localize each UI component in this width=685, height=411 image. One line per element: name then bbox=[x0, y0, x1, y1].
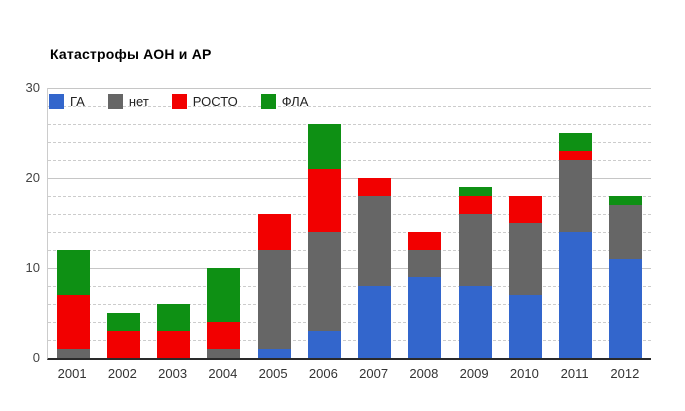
y-tick-label: 0 bbox=[32, 350, 40, 365]
gridline-minor bbox=[48, 286, 651, 287]
bar-segment-РОСТО[interactable] bbox=[157, 331, 191, 358]
bar-segment-ГА[interactable] bbox=[408, 277, 442, 358]
bar-segment-РОСТО[interactable] bbox=[559, 151, 593, 160]
x-tick-label: 2002 bbox=[107, 366, 137, 381]
gridline-minor bbox=[48, 232, 651, 233]
bar-segment-нет[interactable] bbox=[508, 223, 542, 295]
bar-2009 bbox=[458, 187, 492, 358]
legend-item: ФЛА bbox=[260, 94, 309, 109]
bar-segment-РОСТО[interactable] bbox=[257, 214, 291, 250]
bar-segment-ФЛА[interactable] bbox=[458, 187, 492, 196]
x-tick-label: 2003 bbox=[158, 366, 188, 381]
legend-swatch-icon bbox=[107, 94, 123, 109]
bar-2008 bbox=[408, 232, 442, 358]
bar-segment-РОСТО[interactable] bbox=[508, 196, 542, 223]
bar-segment-нет[interactable] bbox=[56, 349, 90, 358]
x-tick-label: 2005 bbox=[258, 366, 288, 381]
gridline-major bbox=[48, 268, 651, 269]
bar-segment-ГА[interactable] bbox=[609, 259, 643, 358]
gridline-minor bbox=[48, 304, 651, 305]
bar-2005 bbox=[257, 214, 291, 358]
legend-label: ФЛА bbox=[281, 94, 309, 109]
bar-segment-нет[interactable] bbox=[207, 349, 241, 358]
bar-segment-РОСТО[interactable] bbox=[358, 178, 392, 196]
bar-segment-ГА[interactable] bbox=[257, 349, 291, 358]
bar-segment-ГА[interactable] bbox=[358, 286, 392, 358]
legend-swatch-icon bbox=[260, 94, 276, 109]
bar-segment-ФЛА[interactable] bbox=[106, 313, 140, 331]
bar-segment-РОСТО[interactable] bbox=[307, 169, 341, 232]
bar-segment-ГА[interactable] bbox=[508, 295, 542, 358]
bar-2006 bbox=[307, 124, 341, 358]
gridline-major bbox=[48, 88, 651, 89]
legend-item: РОСТО bbox=[171, 94, 238, 109]
y-tick-label: 30 bbox=[25, 80, 40, 95]
x-tick-label: 2007 bbox=[359, 366, 389, 381]
bar-segment-ФЛА[interactable] bbox=[307, 124, 341, 169]
bar-segment-нет[interactable] bbox=[307, 232, 341, 331]
x-tick-label: 2011 bbox=[560, 366, 589, 381]
x-tick-label: 2006 bbox=[308, 366, 338, 381]
bar-2011 bbox=[559, 133, 593, 358]
bar-2003 bbox=[157, 304, 191, 358]
bar-segment-нет[interactable] bbox=[408, 250, 442, 277]
bar-segment-ФЛА[interactable] bbox=[56, 250, 90, 295]
bar-segment-нет[interactable] bbox=[358, 196, 392, 286]
x-tick-label: 2008 bbox=[409, 366, 439, 381]
legend-swatch-icon bbox=[49, 94, 64, 109]
bar-segment-нет[interactable] bbox=[257, 250, 291, 349]
bar-segment-ГА[interactable] bbox=[559, 232, 593, 358]
x-tick-label: 2004 bbox=[208, 366, 238, 381]
bar-2001 bbox=[56, 250, 90, 358]
gridline-minor bbox=[48, 124, 651, 125]
legend-item: нет bbox=[107, 94, 149, 109]
bar-segment-ФЛА[interactable] bbox=[559, 133, 593, 151]
bar-segment-нет[interactable] bbox=[458, 214, 492, 286]
bar-segment-ФЛА[interactable] bbox=[207, 268, 241, 322]
gridline-minor bbox=[48, 214, 651, 215]
bar-segment-РОСТО[interactable] bbox=[408, 232, 442, 250]
gridline-minor bbox=[48, 142, 651, 143]
bar-segment-ФЛА[interactable] bbox=[609, 196, 643, 205]
gridline-minor bbox=[48, 322, 651, 323]
bar-segment-РОСТО[interactable] bbox=[207, 322, 241, 349]
bar-segment-РОСТО[interactable] bbox=[106, 331, 140, 358]
gridline-minor bbox=[48, 160, 651, 161]
y-tick-label: 20 bbox=[25, 170, 40, 185]
bar-segment-РОСТО[interactable] bbox=[56, 295, 90, 349]
bar-2004 bbox=[207, 268, 241, 358]
x-tick-label: 2010 bbox=[509, 366, 539, 381]
bar-segment-РОСТО[interactable] bbox=[458, 196, 492, 214]
legend: ГА нет РОСТО ФЛА bbox=[49, 94, 331, 109]
bar-segment-ГА[interactable] bbox=[307, 331, 341, 358]
gridline-minor bbox=[48, 196, 651, 197]
bar-segment-нет[interactable] bbox=[609, 205, 643, 259]
y-tick-label: 10 bbox=[25, 260, 40, 275]
legend-swatch-icon bbox=[171, 94, 187, 109]
gridline-minor bbox=[48, 340, 651, 341]
gridline-minor bbox=[48, 250, 651, 251]
legend-label: нет bbox=[128, 94, 149, 109]
chart-title: Катастрофы АОН и АР bbox=[50, 46, 212, 62]
bar-2007 bbox=[358, 178, 392, 358]
bar-segment-ГА[interactable] bbox=[458, 286, 492, 358]
bar-segment-нет[interactable] bbox=[559, 160, 593, 232]
gridline-major bbox=[48, 178, 651, 179]
legend-label: РОСТО bbox=[192, 94, 238, 109]
legend-item: ГА bbox=[49, 94, 85, 109]
x-tick-label: 2009 bbox=[459, 366, 489, 381]
x-tick-label: 2012 bbox=[610, 366, 640, 381]
bar-2012 bbox=[609, 196, 643, 358]
bar-2002 bbox=[106, 313, 140, 358]
gridline-minor bbox=[48, 106, 651, 107]
bar-segment-ФЛА[interactable] bbox=[157, 304, 191, 331]
bar-2010 bbox=[508, 196, 542, 358]
legend-label: ГА bbox=[70, 94, 85, 109]
plot-area: ГА нет РОСТО ФЛА bbox=[47, 88, 651, 360]
x-tick-label: 2001 bbox=[57, 366, 87, 381]
